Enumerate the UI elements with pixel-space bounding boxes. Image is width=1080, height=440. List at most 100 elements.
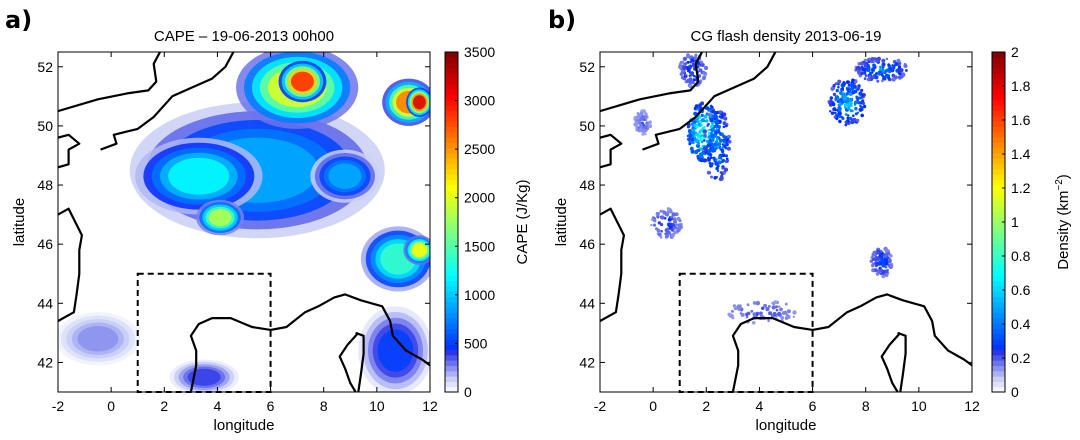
x-tick-label: 6	[267, 398, 275, 414]
colorbar-tick-label: 2000	[464, 190, 495, 206]
flash-density-cell	[660, 215, 665, 220]
flash-density-cell	[714, 130, 719, 135]
flash-density-cell	[882, 75, 886, 78]
colorbar-segment	[445, 386, 458, 393]
panel-b-colorbar-label-main: Density (km	[1055, 191, 1072, 270]
flash-density-cell	[881, 79, 884, 83]
flash-density-cell	[700, 118, 705, 123]
flash-density-cell	[674, 223, 679, 227]
flash-density-cell	[888, 264, 894, 269]
flash-density-cell	[709, 146, 713, 150]
flash-density-cell	[698, 68, 703, 73]
panel-b: b) CG flash density 2013-06-19 -2 0 2 4 6 8 10…	[548, 6, 1072, 434]
colorbar-segment	[445, 269, 458, 276]
coastline-segment	[642, 52, 777, 151]
colorbar-segment	[992, 105, 1005, 112]
colorbar-segment	[992, 115, 1005, 122]
colorbar-segment	[992, 94, 1005, 101]
flash-density-cell	[843, 106, 847, 109]
flash-density-cell	[665, 234, 670, 238]
panel-a-ylabel: latitude	[11, 198, 28, 246]
coastline-segment	[600, 133, 623, 169]
colorbar-segment	[445, 147, 458, 154]
flash-density-cell	[721, 167, 724, 170]
flash-density-cell	[696, 107, 700, 111]
colorbar-segment	[992, 312, 1005, 319]
flash-density-cell	[711, 121, 715, 125]
panel-a-y-axis: 42 44 46 48 50 52	[37, 59, 430, 370]
flash-density-cell	[678, 62, 683, 67]
flash-density-cell	[703, 65, 709, 71]
panel-a-colorbar: 0 500 1000 1500 2000 2500 3000 3500	[444, 44, 495, 400]
flash-density-cell	[686, 134, 690, 138]
flash-density-cell	[681, 60, 685, 64]
flash-density-cell	[904, 68, 908, 72]
flash-density-cell	[845, 80, 850, 85]
flash-density-cell	[898, 75, 901, 79]
flash-density-cell	[858, 96, 862, 100]
flash-density-cell	[719, 132, 722, 136]
flash-density-cell	[724, 154, 729, 158]
cape-contour	[208, 209, 232, 227]
flash-density-cell	[837, 111, 842, 116]
colorbar-tick-label: 0.8	[1011, 248, 1031, 264]
flash-density-cell	[718, 110, 722, 114]
flash-density-cell	[673, 219, 678, 224]
panel-a-dashed-box	[136, 272, 272, 394]
flash-density-cell	[695, 139, 699, 143]
coastline-segment	[355, 331, 365, 392]
flash-density-cell	[786, 309, 791, 314]
flash-density-cell	[884, 269, 889, 274]
flash-density-cell	[867, 75, 872, 79]
colorbar-segment	[445, 232, 458, 239]
x-tick-label: 12	[964, 398, 980, 414]
colorbar-segment	[992, 322, 1005, 329]
flash-density-cell	[871, 68, 875, 72]
flash-density-cell	[856, 118, 860, 123]
coastline-segment	[100, 52, 235, 151]
coastline-segment	[600, 207, 625, 322]
flash-density-cell	[636, 112, 640, 115]
y-tick-label: 46	[579, 236, 595, 252]
x-tick-label: 2	[160, 398, 168, 414]
x-tick-label: 4	[756, 398, 764, 414]
colorbar-segment	[445, 227, 458, 234]
flash-density-cell	[723, 167, 729, 172]
flash-density-cell	[860, 113, 864, 118]
flash-density-cell	[640, 116, 644, 119]
flash-density-cell	[717, 128, 721, 133]
colorbar-segment	[992, 301, 1005, 308]
cape-contour	[290, 71, 314, 92]
colorbar-segment	[992, 163, 1005, 170]
panel-b-colorbar-label-sup: −2	[1054, 179, 1065, 191]
y-tick-label: 48	[37, 177, 53, 193]
flash-density-cell	[775, 308, 779, 312]
flash-density-cell	[878, 70, 882, 73]
colorbar-segment	[445, 322, 458, 329]
flash-density-cell	[724, 136, 727, 139]
flash-density-cell	[773, 300, 778, 305]
colorbar-segment	[992, 243, 1005, 250]
cape-contour	[377, 329, 414, 372]
flash-density-cell	[705, 119, 709, 123]
y-tick-label: 52	[37, 59, 53, 75]
colorbar-tick-label: 1.6	[1011, 112, 1031, 128]
flash-density-cell	[698, 152, 703, 157]
colorbar-segment	[992, 349, 1005, 356]
x-tick-label: 8	[862, 398, 870, 414]
flash-density-cell	[718, 125, 722, 128]
flash-density-cell	[716, 141, 719, 145]
flash-density-cell	[885, 57, 889, 61]
flash-density-cell	[844, 120, 848, 124]
colorbar-tick-label: 500	[464, 335, 488, 351]
x-tick-label: 0	[649, 398, 657, 414]
flash-density-cell	[702, 125, 706, 129]
flash-density-cell	[666, 207, 671, 211]
x-tick-label: 4	[214, 398, 222, 414]
colorbar-segment	[445, 168, 458, 175]
colorbar-segment	[445, 296, 458, 303]
colorbar-segment	[445, 301, 458, 308]
coastline-segment	[338, 332, 360, 392]
flash-density-cell	[752, 301, 757, 305]
